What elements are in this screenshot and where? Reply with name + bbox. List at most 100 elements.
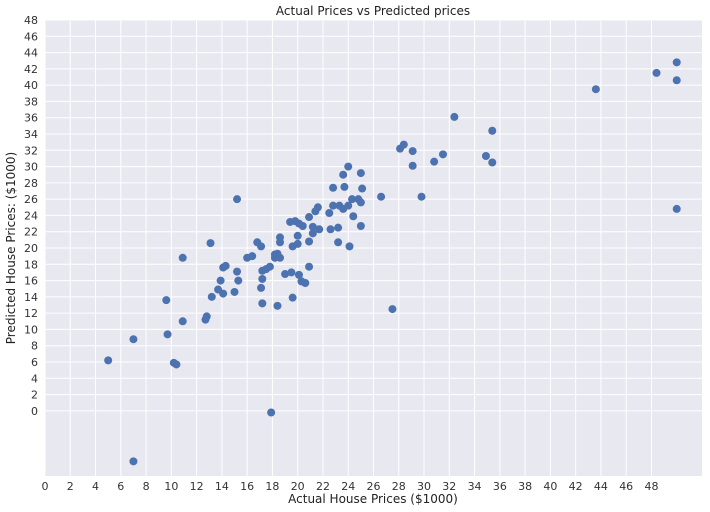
x-tick-label: 10	[164, 480, 178, 493]
data-point	[206, 239, 215, 248]
y-tick-label: 16	[24, 275, 38, 288]
data-point	[273, 301, 282, 310]
data-point	[345, 242, 354, 251]
x-tick-label: 42	[569, 480, 583, 493]
x-tick-label: 14	[215, 480, 229, 493]
data-point	[305, 237, 314, 246]
y-tick-label: 12	[24, 307, 38, 320]
data-point	[308, 229, 317, 238]
data-point	[257, 283, 266, 292]
x-tick-labels: 0 2 4 6 8 10 12 14 16 18 20 22 24 26 28 30 32 34 36 38 40 42 4…	[42, 480, 659, 493]
data-point	[243, 253, 252, 262]
data-point	[356, 198, 365, 207]
x-tick-label: 4	[92, 480, 99, 493]
data-point	[219, 263, 228, 272]
x-tick-label: 24	[341, 480, 355, 493]
y-tick-label: 48	[24, 14, 38, 27]
data-point	[388, 305, 397, 314]
data-point	[162, 296, 171, 305]
data-point	[258, 266, 267, 275]
grid-lines	[44, 19, 702, 476]
x-tick-label: 6	[117, 480, 124, 493]
data-point	[265, 262, 274, 271]
data-point	[219, 289, 228, 298]
y-tick-label: 40	[24, 79, 38, 92]
data-point	[308, 222, 317, 231]
x-tick-label: 40	[543, 480, 557, 493]
y-tick-labels: 0246810121416182022242628303234363840424…	[24, 14, 38, 418]
data-point	[408, 161, 417, 170]
y-tick-label: 24	[24, 209, 38, 222]
data-point	[340, 182, 349, 191]
x-tick-label: 48	[644, 480, 658, 493]
data-point	[481, 151, 490, 160]
y-tick-label: 44	[24, 47, 38, 60]
y-tick-label: 18	[24, 258, 38, 271]
data-point	[339, 204, 348, 213]
x-tick-label: 46	[619, 480, 633, 493]
data-point	[233, 267, 242, 276]
data-point	[356, 222, 365, 231]
data-point	[652, 68, 661, 77]
data-point	[258, 299, 267, 308]
data-point	[417, 192, 426, 201]
data-point	[672, 76, 681, 85]
x-tick-label: 2	[67, 480, 74, 493]
data-point	[281, 270, 290, 279]
data-point	[257, 242, 266, 251]
data-point	[163, 330, 172, 339]
data-point	[315, 225, 324, 234]
y-tick-label: 42	[24, 63, 38, 76]
data-point	[270, 253, 279, 262]
data-point	[326, 225, 335, 234]
y-tick-label: 28	[24, 177, 38, 190]
data-point	[396, 144, 405, 153]
data-point	[287, 268, 296, 277]
data-point	[129, 457, 138, 466]
data-point	[339, 170, 348, 179]
x-tick-label: 12	[190, 480, 204, 493]
data-point	[178, 317, 187, 326]
x-tick-label: 22	[316, 480, 330, 493]
data-point	[591, 85, 600, 94]
x-tick-label: 20	[291, 480, 305, 493]
data-point	[344, 162, 353, 171]
data-point	[348, 195, 357, 204]
x-tick-label: 28	[392, 480, 406, 493]
x-tick-label: 34	[468, 480, 482, 493]
data-point	[293, 231, 302, 240]
y-tick-label: 34	[24, 128, 38, 141]
data-point	[230, 287, 239, 296]
y-tick-label: 8	[31, 340, 38, 353]
data-point	[358, 184, 367, 193]
y-tick-label: 32	[24, 144, 38, 157]
data-point	[311, 207, 320, 216]
data-point	[408, 147, 417, 156]
data-point	[672, 58, 681, 67]
data-point	[334, 223, 343, 232]
data-point	[356, 169, 365, 178]
data-point	[438, 150, 447, 159]
data-point	[349, 212, 358, 221]
x-tick-label: 0	[42, 480, 49, 493]
chart-title: Actual Prices vs Predicted prices	[276, 4, 470, 18]
data-point	[207, 292, 216, 301]
data-point	[450, 112, 459, 121]
data-points	[104, 58, 681, 466]
y-tick-label: 30	[24, 161, 38, 174]
data-point	[258, 274, 267, 283]
data-point	[276, 238, 285, 247]
data-point	[288, 293, 297, 302]
data-point	[233, 195, 242, 204]
data-point	[234, 276, 243, 285]
y-tick-label: 26	[24, 193, 38, 206]
y-tick-label: 38	[24, 95, 38, 108]
y-tick-label: 20	[24, 242, 38, 255]
data-point	[301, 279, 310, 288]
data-point	[201, 315, 210, 324]
x-tick-label: 8	[143, 480, 150, 493]
x-tick-label: 16	[240, 480, 254, 493]
x-tick-label: 44	[594, 480, 608, 493]
data-point	[267, 408, 276, 417]
